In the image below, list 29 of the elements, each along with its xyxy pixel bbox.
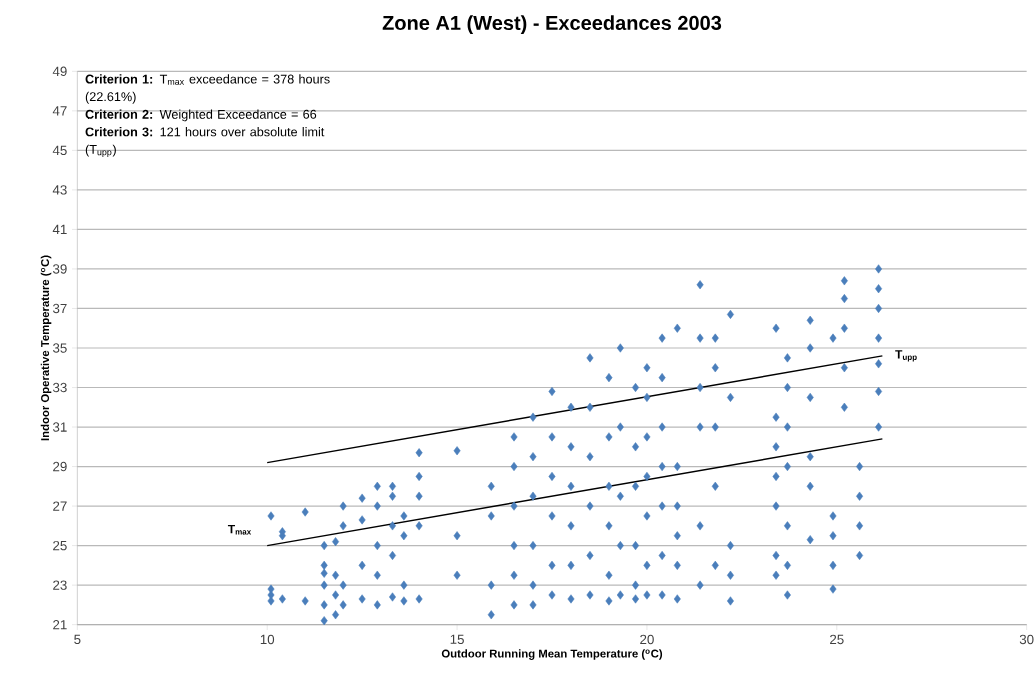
x-tick-label: 15 [450,634,464,644]
text: Criterion 1: T$_{max}$ exceedance = 378 hours (22.61%) [85,74,330,104]
y-tick-label: 33 [52,382,67,393]
y-tick-label: 47 [52,106,67,116]
x-tick-label: 25 [830,634,844,645]
text: Criterion 3: 121 hours over absolute limit (T$_{upp}$) [85,127,325,158]
y-tick-label: 49 [52,66,67,77]
y-tick-label: 41 [52,224,67,235]
y-tick-label: 37 [52,303,67,314]
y-tick-label: 29 [53,461,67,472]
annotation: Criterion 2: Weighted Exceedance = 66 [85,109,317,122]
y-tick-label: 39 [52,264,67,274]
chart-title: Zone A1 (West) - Exceedances 2003 [382,15,722,34]
y-tick-label: 45 [52,145,67,156]
y-tick-label: 31 [52,422,67,432]
x-tick-label: 5 [74,634,81,644]
y-tick-label: 35 [52,343,67,353]
y-tick-label: 23 [53,580,67,590]
x-axis-title: Outdoor Running Mean Temperature ($^{o}$C) [441,649,663,660]
x-tick-label: 10 [260,634,275,645]
series-label: T$_{upp}$ [895,350,917,362]
y-tick-label: 43 [52,185,67,195]
y-axis-title: Indoor Operative Temperature ($^{o}$C) [40,255,52,441]
x-tick-label: 30 [1019,634,1034,645]
y-tick-label: 21 [53,620,67,630]
x-tick-label: 20 [640,634,654,645]
series-label: T$_{max}$ [227,524,252,535]
y-tick-label: 25 [53,540,67,551]
y-tick-label: 27 [53,501,67,511]
